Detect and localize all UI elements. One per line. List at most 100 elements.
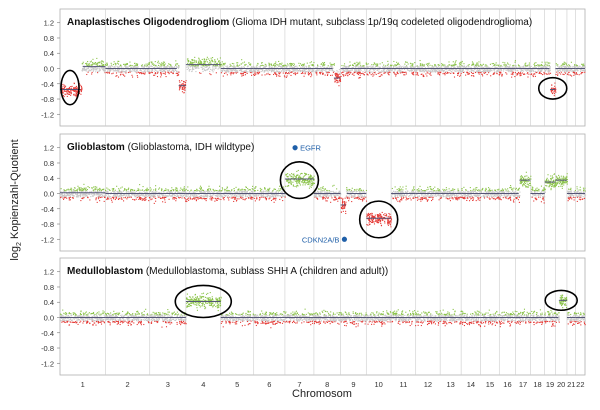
probe-point [342, 74, 343, 75]
probe-point [239, 65, 240, 66]
probe-point [478, 65, 479, 66]
probe-point [360, 66, 361, 67]
probe-point [294, 64, 295, 65]
probe-point [453, 73, 454, 74]
probe-point [324, 65, 325, 66]
probe-point [70, 86, 71, 87]
probe-point [321, 71, 322, 72]
probe-point [75, 95, 76, 96]
probe-point [552, 88, 553, 89]
probe-point [266, 66, 267, 67]
probe-point [237, 70, 238, 71]
probe-point [93, 71, 94, 72]
probe-point [438, 69, 439, 70]
probe-point [283, 71, 284, 72]
probe-point [542, 62, 543, 63]
probe-point [355, 65, 356, 66]
probe-point [181, 197, 182, 198]
probe-point [423, 64, 424, 65]
probe-point [187, 58, 188, 59]
probe-point [539, 66, 540, 67]
probe-point [278, 66, 279, 67]
probe-point [242, 62, 243, 63]
probe-point [82, 197, 83, 198]
probe-point [209, 198, 210, 199]
probe-point [565, 73, 566, 74]
probe-point [121, 67, 122, 68]
probe-point [148, 71, 149, 72]
probe-point [159, 70, 160, 71]
probe-point [372, 72, 373, 73]
probe-point [579, 74, 580, 75]
probe-point [244, 62, 245, 63]
probe-point [165, 188, 166, 189]
probe-point [99, 62, 100, 63]
probe-point [117, 69, 118, 70]
probe-point [550, 73, 551, 74]
probe-point [565, 66, 566, 67]
probe-point [85, 70, 86, 71]
probe-point [192, 70, 193, 71]
probe-point [220, 57, 221, 58]
probe-point [95, 198, 96, 199]
probe-point [120, 196, 121, 197]
probe-point [169, 69, 170, 70]
probe-point [87, 68, 88, 69]
probe-point [179, 86, 180, 87]
probe-point [177, 73, 178, 74]
probe-point [274, 70, 275, 71]
probe-point [380, 76, 381, 77]
probe-point [462, 70, 463, 71]
probe-point [211, 196, 212, 197]
probe-point [68, 94, 69, 95]
probe-point [413, 74, 414, 75]
probe-point [64, 191, 65, 192]
probe-point [145, 197, 146, 198]
probe-point [213, 71, 214, 72]
probe-point [81, 90, 82, 91]
probe-point [446, 69, 447, 70]
probe-point [440, 67, 441, 68]
probe-point [534, 64, 535, 65]
probe-point [187, 186, 188, 187]
probe-point [190, 198, 191, 199]
probe-point [195, 190, 196, 191]
probe-point [510, 64, 511, 65]
probe-point [205, 67, 206, 68]
probe-point [196, 60, 197, 61]
probe-point [567, 70, 568, 71]
probe-point [286, 72, 287, 73]
probe-point [160, 65, 161, 66]
probe-point [97, 190, 98, 191]
probe-point [208, 63, 209, 64]
probe-point [106, 187, 107, 188]
probe-point [298, 70, 299, 71]
probe-point [245, 199, 246, 200]
probe-point [96, 63, 97, 64]
probe-point [169, 66, 170, 67]
probe-point [144, 198, 145, 199]
probe-point [194, 198, 195, 199]
probe-point [532, 75, 533, 76]
probe-point [369, 66, 370, 67]
probe-point [483, 72, 484, 73]
probe-point [323, 63, 324, 64]
probe-point [132, 65, 133, 66]
probe-point [199, 196, 200, 197]
probe-point [186, 189, 187, 190]
probe-point [175, 195, 176, 196]
probe-point [272, 69, 273, 70]
probe-point [201, 196, 202, 197]
probe-point [197, 190, 198, 191]
probe-point [118, 69, 119, 70]
probe-point [66, 91, 67, 92]
probe-point [80, 85, 81, 86]
probe-point [121, 191, 122, 192]
probe-point [423, 75, 424, 76]
probe-point [278, 64, 279, 65]
probe-point [463, 63, 464, 64]
probe-point [471, 65, 472, 66]
panel-title: Anaplastisches Oligodendrogliom (Glioma … [67, 17, 532, 28]
probe-point [97, 71, 98, 72]
